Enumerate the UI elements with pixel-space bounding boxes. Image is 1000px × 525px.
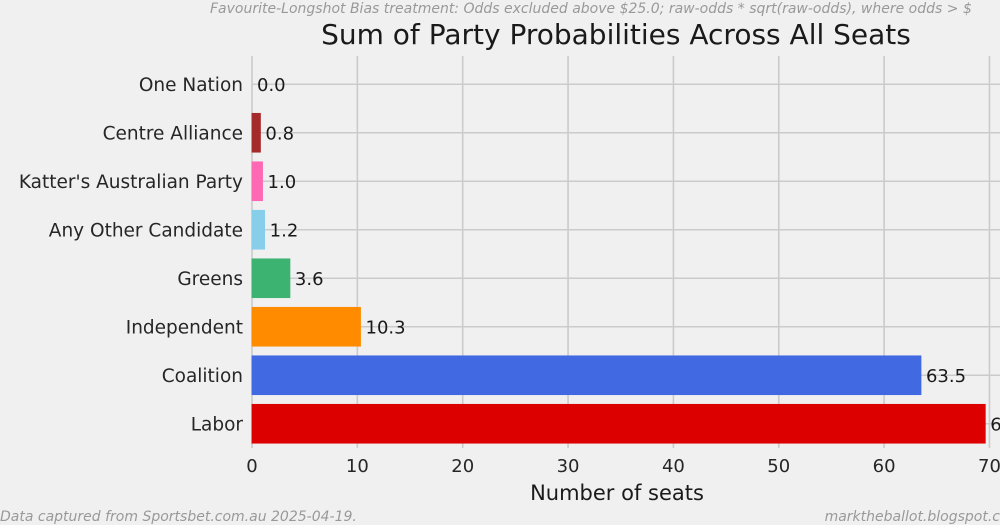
category-label-katter-s-australian-party: Katter's Australian Party bbox=[19, 172, 243, 193]
x-tick-label-10: 10 bbox=[346, 456, 369, 477]
x-axis-label: Number of seats bbox=[530, 481, 704, 505]
x-tick-label-20: 20 bbox=[451, 456, 474, 477]
bar-coalition bbox=[251, 355, 922, 396]
chart-title: Sum of Party Probabilities Across All Se… bbox=[321, 18, 911, 51]
category-labels: One Nation Centre Alliance Katter's Austra… bbox=[19, 75, 244, 436]
value-label-independent: 10.3 bbox=[366, 317, 406, 338]
gridlines bbox=[251, 56, 1000, 448]
value-label-labor: 69 bbox=[990, 414, 1000, 435]
x-tick-label-50: 50 bbox=[767, 456, 790, 477]
x-tick-label-60: 60 bbox=[873, 456, 896, 477]
category-label-labor: Labor bbox=[191, 414, 244, 435]
bar-katter-s-australian-party bbox=[251, 161, 263, 202]
value-label-greens: 3.6 bbox=[295, 269, 324, 290]
x-tick-label-30: 30 bbox=[557, 456, 580, 477]
bar-labor bbox=[251, 403, 986, 444]
value-label-one-nation: 0.0 bbox=[257, 75, 286, 96]
category-label-centre-alliance: Centre Alliance bbox=[103, 123, 243, 144]
category-label-greens: Greens bbox=[177, 269, 243, 290]
bars bbox=[251, 112, 986, 444]
value-label-any-other-candidate: 1.2 bbox=[270, 220, 299, 241]
bar-centre-alliance bbox=[251, 112, 261, 153]
bar-greens bbox=[251, 258, 291, 299]
category-label-coalition: Coalition bbox=[162, 366, 243, 387]
footer-source: Data captured from Sportsbet.com.au 2025… bbox=[0, 509, 357, 525]
value-label-coalition: 63.5 bbox=[926, 366, 966, 387]
value-labels: 0.0 0.8 1.0 1.2 3.6 10.3 63.5 69 bbox=[257, 75, 1000, 436]
x-tick-label-40: 40 bbox=[662, 456, 685, 477]
x-tick-labels: 0 10 20 30 40 50 60 70 bbox=[246, 456, 1000, 477]
footer-site: marktheballot.blogspot.c bbox=[825, 509, 1000, 525]
category-label-independent: Independent bbox=[126, 317, 243, 338]
category-label-any-other-candidate: Any Other Candidate bbox=[49, 220, 243, 241]
value-label-centre-alliance: 0.8 bbox=[265, 123, 294, 144]
header-note: Favourite-Longshot Bias treatment: Odds … bbox=[210, 1, 972, 17]
x-tick-label-0: 0 bbox=[246, 456, 257, 477]
bar-independent bbox=[251, 306, 361, 347]
bar-any-other-candidate bbox=[251, 209, 266, 250]
category-label-one-nation: One Nation bbox=[139, 75, 243, 96]
x-tick-label-70: 70 bbox=[978, 456, 1000, 477]
value-label-katter-s-australian-party: 1.0 bbox=[268, 172, 297, 193]
